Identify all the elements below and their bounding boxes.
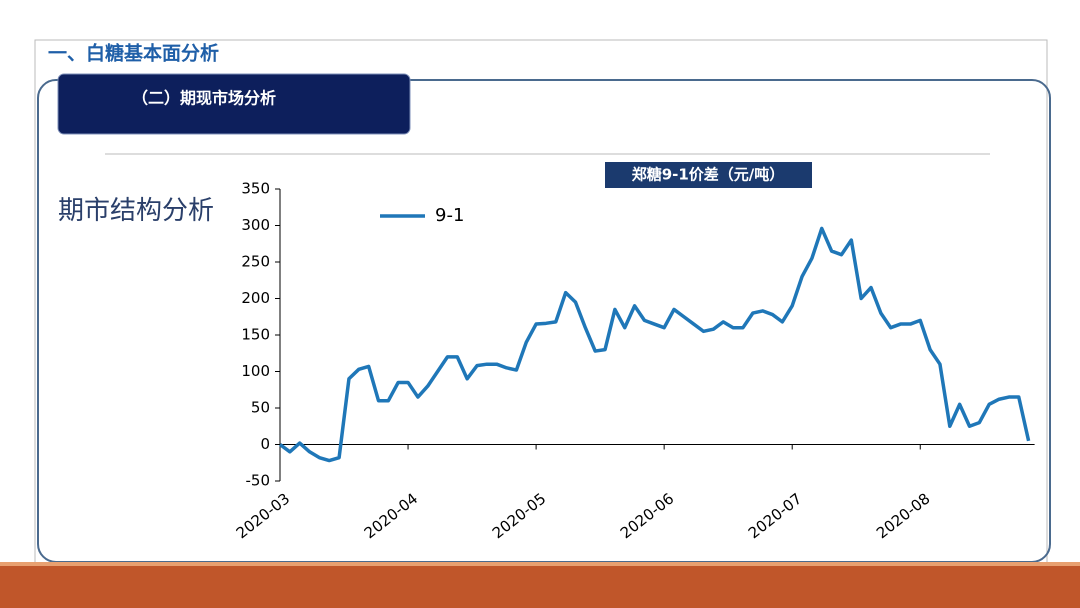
- tab-label: （二）期现市场分析: [132, 89, 276, 108]
- y-tick-label: 100: [241, 362, 270, 380]
- footer-band: [0, 566, 1080, 608]
- y-tick-label: 0: [260, 435, 270, 453]
- y-tick-label: 250: [241, 253, 270, 271]
- series-line: [278, 226, 1031, 463]
- legend-label: 9-1: [435, 205, 464, 226]
- plot: -50 0 50 100 150 200 250 300 350 2020-03 2020-04 20…: [233, 180, 1035, 543]
- x-tick-label: 2020-03: [233, 490, 293, 543]
- x-tick-label: 2020-08: [873, 490, 933, 543]
- slide-title: 一、白糖基本面分析: [48, 42, 219, 65]
- chart-title: 郑糖9-1价差（元/吨）: [632, 166, 785, 184]
- y-tick-label: -50: [246, 472, 271, 490]
- x-tick-label: 2020-06: [617, 490, 677, 543]
- y-tick-label: 200: [241, 289, 270, 307]
- chart-title-box: [605, 162, 812, 188]
- footer-line: [0, 562, 1080, 566]
- x-tick-label: 2020-04: [361, 490, 421, 543]
- y-tick-label: 50: [251, 399, 270, 417]
- y-tick-label: 350: [241, 180, 270, 198]
- x-tick-label: 2020-05: [489, 490, 549, 543]
- content-frame: [37, 79, 1051, 563]
- y-tick-label: 300: [241, 216, 270, 234]
- y-tick-label: 150: [241, 326, 270, 344]
- x-tick-label: 2020-07: [745, 490, 805, 543]
- tab-box: [57, 73, 411, 135]
- side-label: 期市结构分析: [58, 196, 214, 226]
